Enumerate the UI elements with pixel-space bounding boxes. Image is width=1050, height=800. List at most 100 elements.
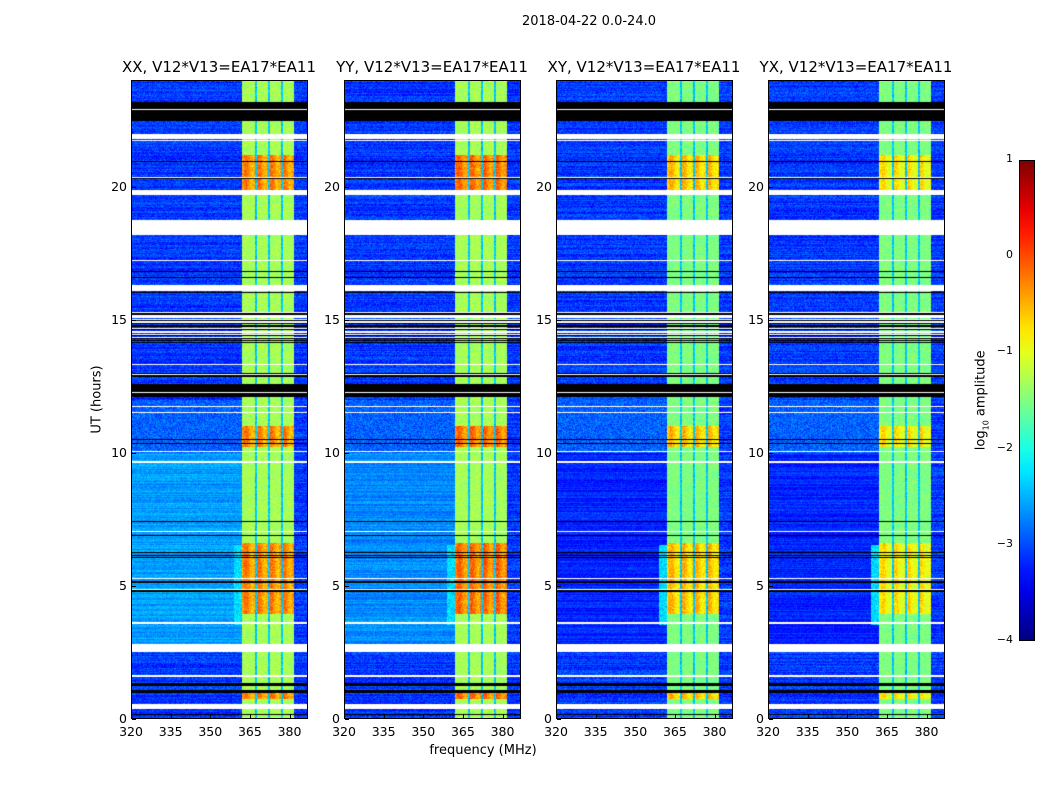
x-tick-label: 320: [756, 724, 780, 739]
y-tick-mark: [557, 186, 561, 188]
heatmap-panel-yy: [344, 80, 521, 719]
x-tick-mark: [714, 714, 716, 718]
x-tick-label: 365: [874, 724, 899, 739]
y-tick-label: 5: [119, 577, 127, 593]
x-tick-mark: [289, 714, 291, 718]
y-tick-mark: [132, 452, 136, 454]
x-tick-mark: [847, 714, 849, 718]
x-tick-mark: [556, 714, 557, 718]
x-tick-label: 365: [450, 724, 475, 739]
x-tick-mark: [383, 714, 385, 718]
colorbar-tick-label: −2: [996, 440, 1013, 454]
x-tick-label: 380: [490, 724, 515, 739]
x-tick-mark: [462, 714, 464, 718]
heatmap-panel-xy: [556, 80, 733, 719]
x-axis-label: frequency (MHz): [429, 743, 537, 758]
y-tick-label: 10: [536, 444, 552, 460]
x-tick-label: 320: [544, 724, 568, 739]
x-tick-mark: [886, 714, 888, 718]
panel-title-xy: XY, V12*V13=EA17*EA11: [547, 58, 741, 76]
y-tick-label: 15: [536, 311, 552, 327]
x-tick-label: 350: [835, 724, 860, 739]
y-tick-label: 5: [544, 577, 552, 593]
y-tick-mark: [557, 585, 561, 587]
y-tick-label: 20: [324, 178, 340, 194]
y-tick-mark: [132, 319, 136, 321]
heatmap-yy: [345, 81, 520, 718]
x-tick-label: 320: [332, 724, 356, 739]
x-tick-label: 335: [158, 724, 183, 739]
y-tick-mark: [132, 719, 136, 720]
y-tick-mark: [557, 319, 561, 321]
x-tick-label: 380: [702, 724, 727, 739]
x-tick-mark: [502, 714, 504, 718]
x-tick-mark: [423, 714, 425, 718]
colorbar-tick-label: 1: [1006, 152, 1013, 165]
panel-title-xx: XX, V12*V13=EA17*EA11: [121, 58, 316, 76]
x-tick-label: 365: [237, 724, 262, 739]
y-tick-mark: [132, 186, 136, 188]
y-tick-mark: [557, 719, 561, 720]
y-tick-label: 20: [536, 178, 552, 194]
x-tick-mark: [210, 714, 212, 718]
x-tick-label: 350: [411, 724, 436, 739]
y-tick-label: 0: [544, 711, 552, 726]
y-tick-label: 0: [119, 711, 127, 726]
y-tick-label: 10: [748, 444, 764, 460]
y-tick-mark: [769, 319, 773, 321]
y-tick-mark: [769, 186, 773, 188]
colorbar-tick-label: −4: [996, 633, 1013, 646]
x-tick-label: 350: [623, 724, 648, 739]
y-tick-mark: [345, 319, 349, 321]
colorbar-tick-label: 0: [1006, 248, 1013, 262]
y-tick-mark: [769, 585, 773, 587]
y-tick-label: 15: [748, 311, 764, 327]
x-tick-label: 350: [198, 724, 223, 739]
y-tick-mark: [345, 585, 349, 587]
y-axis-label: UT (hours): [89, 365, 105, 434]
colorbar-label-rest: amplitude: [973, 350, 989, 421]
colorbar-tick-label: −3: [996, 536, 1013, 550]
x-tick-mark: [635, 714, 637, 718]
figure-title: 2018-04-22 0.0-24.0: [522, 14, 656, 29]
x-tick-label: 320: [119, 724, 143, 739]
y-tick-mark: [345, 186, 349, 188]
y-tick-mark: [769, 719, 773, 720]
heatmap-xy: [557, 81, 732, 718]
y-tick-label: 5: [332, 577, 340, 593]
y-tick-label: 10: [324, 444, 340, 460]
y-tick-label: 10: [111, 444, 127, 460]
y-tick-label: 5: [756, 577, 764, 593]
x-tick-label: 335: [371, 724, 396, 739]
colorbar-label-sub: 10: [981, 420, 991, 431]
x-tick-mark: [170, 714, 172, 718]
panel-title-yy: YY, V12*V13=EA17*EA11: [336, 58, 528, 76]
x-tick-label: 335: [795, 724, 820, 739]
x-tick-label: 380: [277, 724, 302, 739]
y-tick-mark: [769, 452, 773, 454]
heatmap-panel-xx: [131, 80, 308, 719]
x-tick-mark: [249, 714, 251, 718]
y-tick-mark: [345, 452, 349, 454]
heatmap-xx: [132, 81, 307, 718]
x-tick-mark: [807, 714, 809, 718]
y-tick-label: 20: [111, 178, 127, 194]
colorbar: [1019, 160, 1035, 641]
y-tick-label: 0: [332, 711, 340, 726]
x-tick-mark: [674, 714, 676, 718]
x-tick-label: 335: [583, 724, 608, 739]
x-tick-mark: [926, 714, 928, 718]
x-tick-label: 380: [914, 724, 939, 739]
y-tick-label: 15: [111, 311, 127, 327]
y-tick-mark: [132, 585, 136, 587]
y-tick-label: 0: [756, 711, 764, 726]
x-tick-mark: [595, 714, 597, 718]
heatmap-panel-yx: [768, 80, 945, 719]
y-tick-label: 15: [324, 311, 340, 327]
heatmap-yx: [769, 81, 944, 718]
y-tick-mark: [345, 719, 349, 720]
x-tick-mark: [131, 714, 132, 718]
y-tick-mark: [557, 452, 561, 454]
x-tick-mark: [344, 714, 345, 718]
